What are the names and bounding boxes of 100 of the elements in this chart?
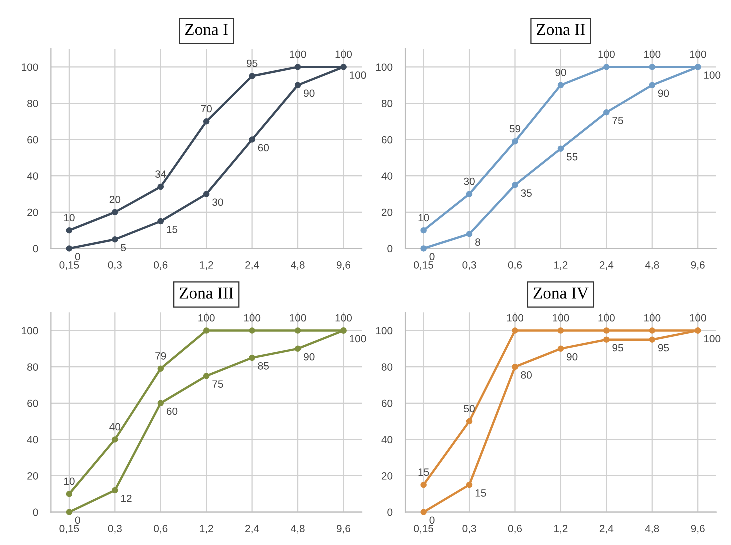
y-tick-label: 40 xyxy=(382,172,393,180)
data-label: 15 xyxy=(167,226,178,234)
data-label: 34 xyxy=(155,170,166,178)
chart-title: Zona III xyxy=(180,288,234,299)
x-tick-label: 9,6 xyxy=(691,525,705,534)
y-tick-label: 0 xyxy=(33,508,38,516)
y-tick-label: 80 xyxy=(382,100,393,108)
data-label: 100 xyxy=(244,314,261,322)
y-tick-label: 40 xyxy=(27,172,38,180)
data-label: 100 xyxy=(290,314,306,322)
data-label: 55 xyxy=(566,153,578,161)
x-tick-label: 9,6 xyxy=(336,525,351,534)
data-label: 100 xyxy=(690,50,706,58)
chart-title: Zona IV xyxy=(534,288,589,299)
data-label: 90 xyxy=(567,353,578,361)
data-label: 59 xyxy=(510,125,521,133)
data-label: 10 xyxy=(418,214,430,222)
y-tick-label: 100 xyxy=(376,64,393,72)
data-label: 30 xyxy=(464,178,475,186)
data-label: 75 xyxy=(212,380,224,388)
x-tick-label: 4,8 xyxy=(645,262,660,270)
x-tick-label: 0,6 xyxy=(508,262,522,270)
x-tick-label: 0,3 xyxy=(108,525,122,534)
data-label: 90 xyxy=(304,353,315,361)
data-label: 10 xyxy=(64,478,75,486)
x-tick-label: 0,6 xyxy=(154,262,168,270)
data-label: 75 xyxy=(612,117,624,124)
y-tick-label: 60 xyxy=(382,400,393,408)
data-label: 79 xyxy=(156,352,166,360)
y-tick-label: 100 xyxy=(376,327,393,335)
data-label: 100 xyxy=(644,314,661,322)
x-tick-label: 1,2 xyxy=(554,525,568,534)
y-tick-label: 20 xyxy=(382,208,393,216)
data-label: 5 xyxy=(121,244,126,252)
data-label: 100 xyxy=(336,50,352,58)
x-tick-label: 2,4 xyxy=(246,262,260,270)
x-tick-label: 0,6 xyxy=(154,525,168,534)
y-tick-label: 20 xyxy=(382,472,393,480)
x-tick-label: 4,8 xyxy=(291,525,305,534)
x-tick-label: 2,4 xyxy=(600,525,614,534)
data-label: 100 xyxy=(507,314,524,322)
data-label: 60 xyxy=(166,408,178,416)
x-tick-label: 1,2 xyxy=(554,262,568,270)
data-label: 100 xyxy=(644,50,661,58)
x-tick-label: 0,15 xyxy=(60,525,80,534)
y-tick-label: 80 xyxy=(28,364,38,371)
data-label: 100 xyxy=(704,72,721,80)
y-tick-label: 60 xyxy=(382,136,393,144)
x-tick-label: 0,3 xyxy=(108,262,122,270)
data-label: 100 xyxy=(598,314,615,322)
y-tick-label: 0 xyxy=(388,508,393,516)
data-label: 95 xyxy=(658,344,670,352)
data-label: 30 xyxy=(212,198,224,206)
y-tick-label: 40 xyxy=(382,436,393,444)
data-label: 12 xyxy=(122,494,132,502)
x-tick-label: 0,15 xyxy=(60,262,80,270)
data-label: 35 xyxy=(521,190,532,198)
data-label: 60 xyxy=(258,144,270,152)
data-label: 8 xyxy=(476,238,480,246)
data-label: 100 xyxy=(350,72,366,80)
chart-title: Zona II xyxy=(537,24,586,36)
y-tick-label: 80 xyxy=(28,100,38,108)
data-label: 90 xyxy=(556,68,566,76)
x-tick-label: 1,2 xyxy=(200,525,214,534)
data-label: 95 xyxy=(612,344,624,352)
x-tick-label: 9,6 xyxy=(691,262,705,270)
x-tick-label: 0,6 xyxy=(508,525,522,534)
data-label: 90 xyxy=(304,90,315,98)
y-tick-label: 100 xyxy=(22,327,38,335)
data-label: 40 xyxy=(110,423,121,431)
x-tick-label: 0,3 xyxy=(462,525,476,534)
data-label: 10 xyxy=(64,214,75,222)
data-label: 100 xyxy=(290,50,306,58)
data-label: 100 xyxy=(350,335,366,343)
data-label: 0 xyxy=(75,516,80,524)
x-tick-label: 0,3 xyxy=(462,262,476,270)
y-tick-label: 0 xyxy=(33,245,38,253)
data-label: 80 xyxy=(521,372,532,379)
x-tick-label: 4,8 xyxy=(291,262,305,270)
x-tick-label: 1,2 xyxy=(200,262,214,270)
y-tick-label: 40 xyxy=(27,436,38,444)
data-label: 0 xyxy=(430,253,435,261)
y-tick-label: 20 xyxy=(28,472,38,480)
data-label: 20 xyxy=(110,196,121,204)
data-label: 50 xyxy=(464,405,475,413)
y-tick-label: 60 xyxy=(28,400,38,408)
x-tick-label: 0,15 xyxy=(414,262,434,270)
data-label: 100 xyxy=(598,50,615,58)
data-label: 95 xyxy=(247,60,258,68)
y-tick-label: 80 xyxy=(382,364,393,371)
data-label: 0 xyxy=(75,253,80,261)
y-tick-label: 0 xyxy=(388,245,393,253)
data-label: 100 xyxy=(336,314,352,322)
x-tick-label: 0,15 xyxy=(414,525,434,534)
data-label: 100 xyxy=(704,335,721,343)
data-label: 100 xyxy=(198,314,215,322)
data-label: 15 xyxy=(476,490,486,497)
x-tick-label: 4,8 xyxy=(645,525,660,534)
data-label: 15 xyxy=(418,468,430,476)
x-tick-label: 2,4 xyxy=(600,262,614,270)
